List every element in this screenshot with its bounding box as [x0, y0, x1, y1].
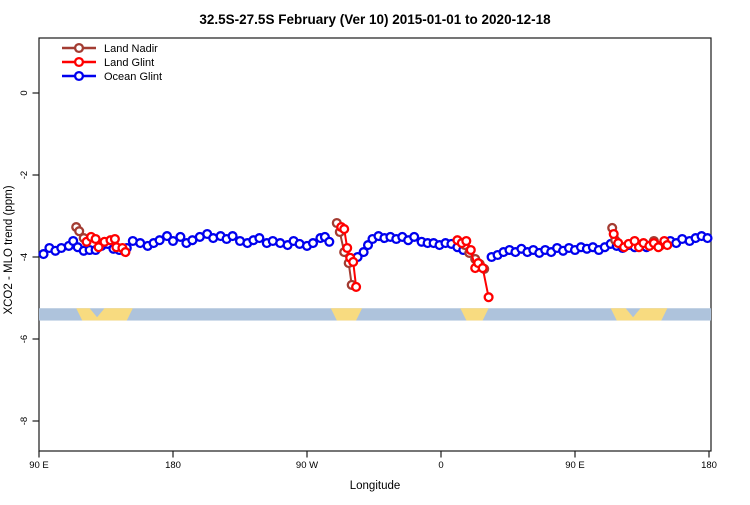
- ocean-glint-point: [324, 236, 335, 247]
- legend-label-land-nadir: Land Nadir: [104, 43, 158, 55]
- ocean-glint-point: [358, 247, 369, 258]
- land-glint-legend-marker: [73, 56, 85, 68]
- surface-band-layer: [39, 308, 711, 321]
- land-glint-point: [109, 233, 120, 245]
- x-tick-label: 180: [701, 460, 717, 471]
- y-tick-label: 0: [19, 90, 30, 95]
- land-strip-segment: [610, 308, 668, 321]
- land-glint-point: [120, 247, 131, 258]
- land-glint-point: [465, 244, 476, 256]
- ocean-glint-point: [154, 235, 165, 246]
- land-nadir-legend-marker: [73, 42, 85, 54]
- plot-box: [38, 37, 712, 452]
- x-tick-label: 90 W: [296, 460, 318, 471]
- land-glint-point: [342, 242, 353, 254]
- ocean-glint-point: [307, 238, 319, 249]
- ocean-glint-legend-marker: [73, 70, 85, 82]
- land-glint-point: [653, 242, 664, 253]
- x-tick-label: 90 E: [29, 460, 49, 471]
- legend-label-land-glint: Land Glint: [104, 57, 154, 69]
- land-glint-point: [608, 228, 619, 240]
- x-tick-label: 180: [165, 460, 181, 471]
- ocean-strip: [39, 308, 711, 321]
- y-tick-label: -8: [19, 417, 30, 425]
- ocean-glint-point: [38, 249, 49, 260]
- land-glint-point: [483, 292, 494, 303]
- land-glint-point: [477, 263, 488, 274]
- land-glint-point: [93, 242, 104, 253]
- ocean-glint-point: [175, 231, 186, 242]
- land-strip-segment: [76, 308, 133, 321]
- chart-title: 32.5S-27.5S February (Ver 10) 2015-01-01…: [199, 12, 551, 27]
- ocean-glint-point: [409, 231, 420, 242]
- ocean-glint-point: [254, 233, 265, 244]
- land-nadir-point: [74, 226, 85, 237]
- land-glint-point: [351, 281, 362, 292]
- y-tick-label: -2: [19, 171, 30, 179]
- land-glint-point: [348, 256, 359, 267]
- x-tick-label: 90 E: [565, 460, 585, 471]
- land-glint-point: [662, 240, 673, 251]
- land-glint-point: [90, 233, 101, 245]
- ocean-glint-point: [227, 231, 238, 242]
- ocean-glint-point: [167, 235, 179, 247]
- land-strip-segment: [460, 308, 489, 321]
- legend-label-ocean-glint: Ocean Glint: [104, 71, 162, 83]
- y-axis-title: XCO2 - MLO trend (ppm): [3, 185, 15, 314]
- legend-markers: [62, 42, 96, 82]
- ocean-glint-point: [702, 233, 713, 244]
- legend: Land Nadir Land Glint Ocean Glint: [62, 42, 162, 83]
- data-series-layer: [38, 217, 713, 303]
- land-strip-segment: [330, 308, 363, 321]
- x-tick-label: 0: [438, 460, 443, 471]
- y-tick-label: -6: [19, 335, 30, 343]
- land-glint-point: [461, 235, 472, 247]
- axis-tick-layer: 90 E 180 90 W 0 90 E 180 0 -2 -4 -6 -8: [19, 90, 717, 471]
- x-axis-title: Longitude: [350, 480, 401, 492]
- land-glint-point: [339, 224, 350, 235]
- y-tick-label: -4: [19, 253, 30, 261]
